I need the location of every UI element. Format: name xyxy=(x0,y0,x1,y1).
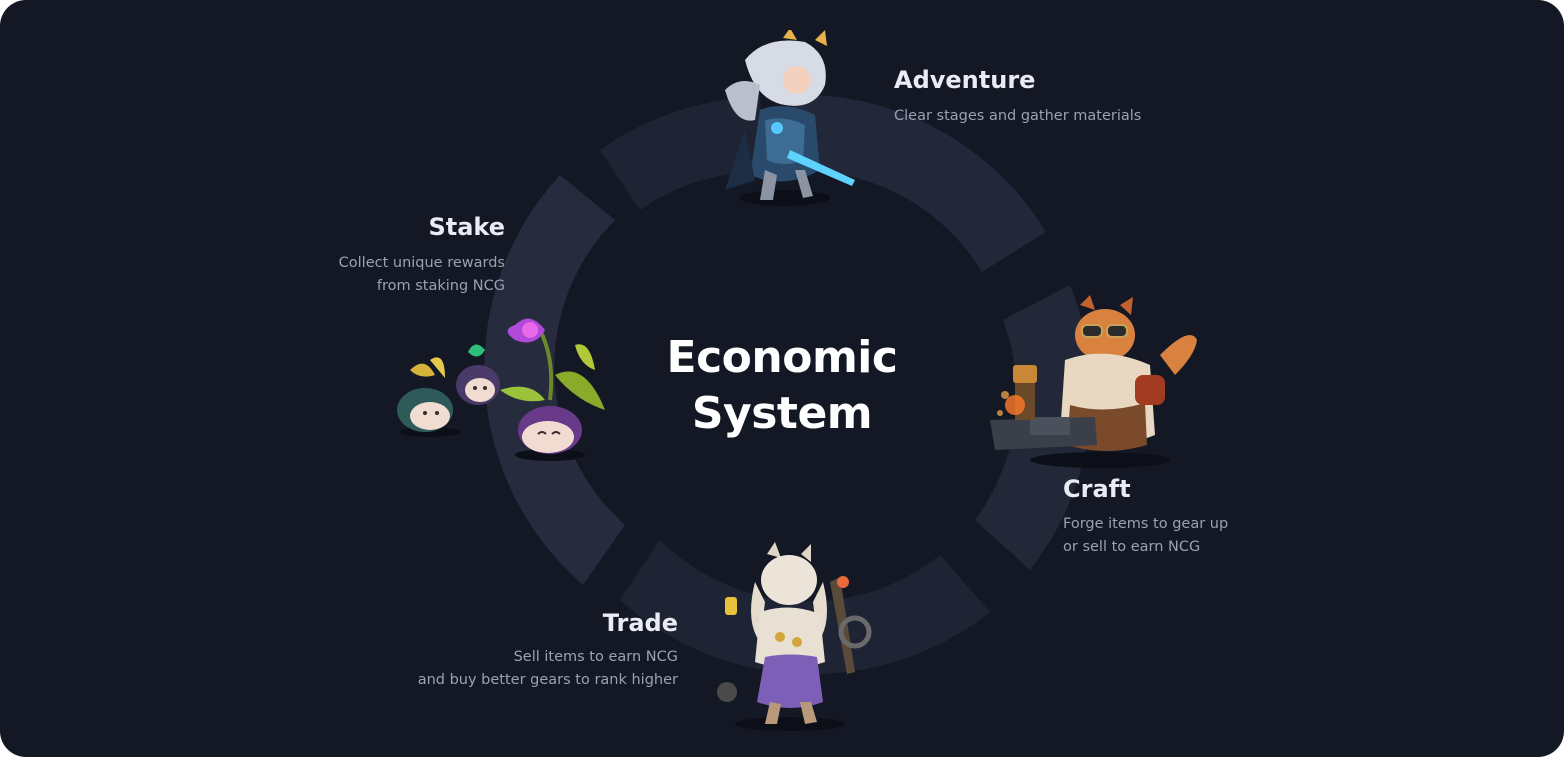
trade-description: Sell items to earn NCG and buy better ge… xyxy=(378,646,678,692)
adventure-description: Clear stages and gather materials xyxy=(894,105,1141,128)
diagram-title-line-1: Economic xyxy=(666,332,898,383)
trade-description-line-2: and buy better gears to rank higher xyxy=(417,672,678,688)
ring-arc-left xyxy=(484,175,625,585)
diagram-title: Economic System xyxy=(600,330,964,442)
blacksmith-cat-character-icon xyxy=(990,295,1197,468)
adventure-description-line-1: Clear stages and gather materials xyxy=(894,108,1142,124)
stake-title: Stake xyxy=(428,213,505,241)
adventure-title: Adventure xyxy=(894,66,1036,94)
craft-description: Forge items to gear up or sell to earn N… xyxy=(1063,513,1228,559)
craft-description-line-1: Forge items to gear up xyxy=(1063,516,1229,532)
stake-description-line-1: Collect unique rewards xyxy=(338,255,505,271)
knight-character-icon xyxy=(725,30,855,206)
diagram-title-line-2: System xyxy=(691,388,873,439)
merchant-cat-character-icon xyxy=(717,542,872,731)
ring-arc-bottom xyxy=(620,540,990,675)
craft-title: Craft xyxy=(1063,475,1131,503)
stake-description: Collect unique rewards from staking NCG xyxy=(255,252,505,298)
stake-description-line-2: from staking NCG xyxy=(376,278,505,294)
trade-description-line-1: Sell items to earn NCG xyxy=(513,649,678,665)
ring-arc-top-left xyxy=(600,97,765,210)
trade-title: Trade xyxy=(602,609,678,637)
plant-creatures-icon xyxy=(397,318,605,461)
craft-description-line-2: or sell to earn NCG xyxy=(1063,539,1201,555)
ring-arc-top-right xyxy=(792,94,1046,272)
